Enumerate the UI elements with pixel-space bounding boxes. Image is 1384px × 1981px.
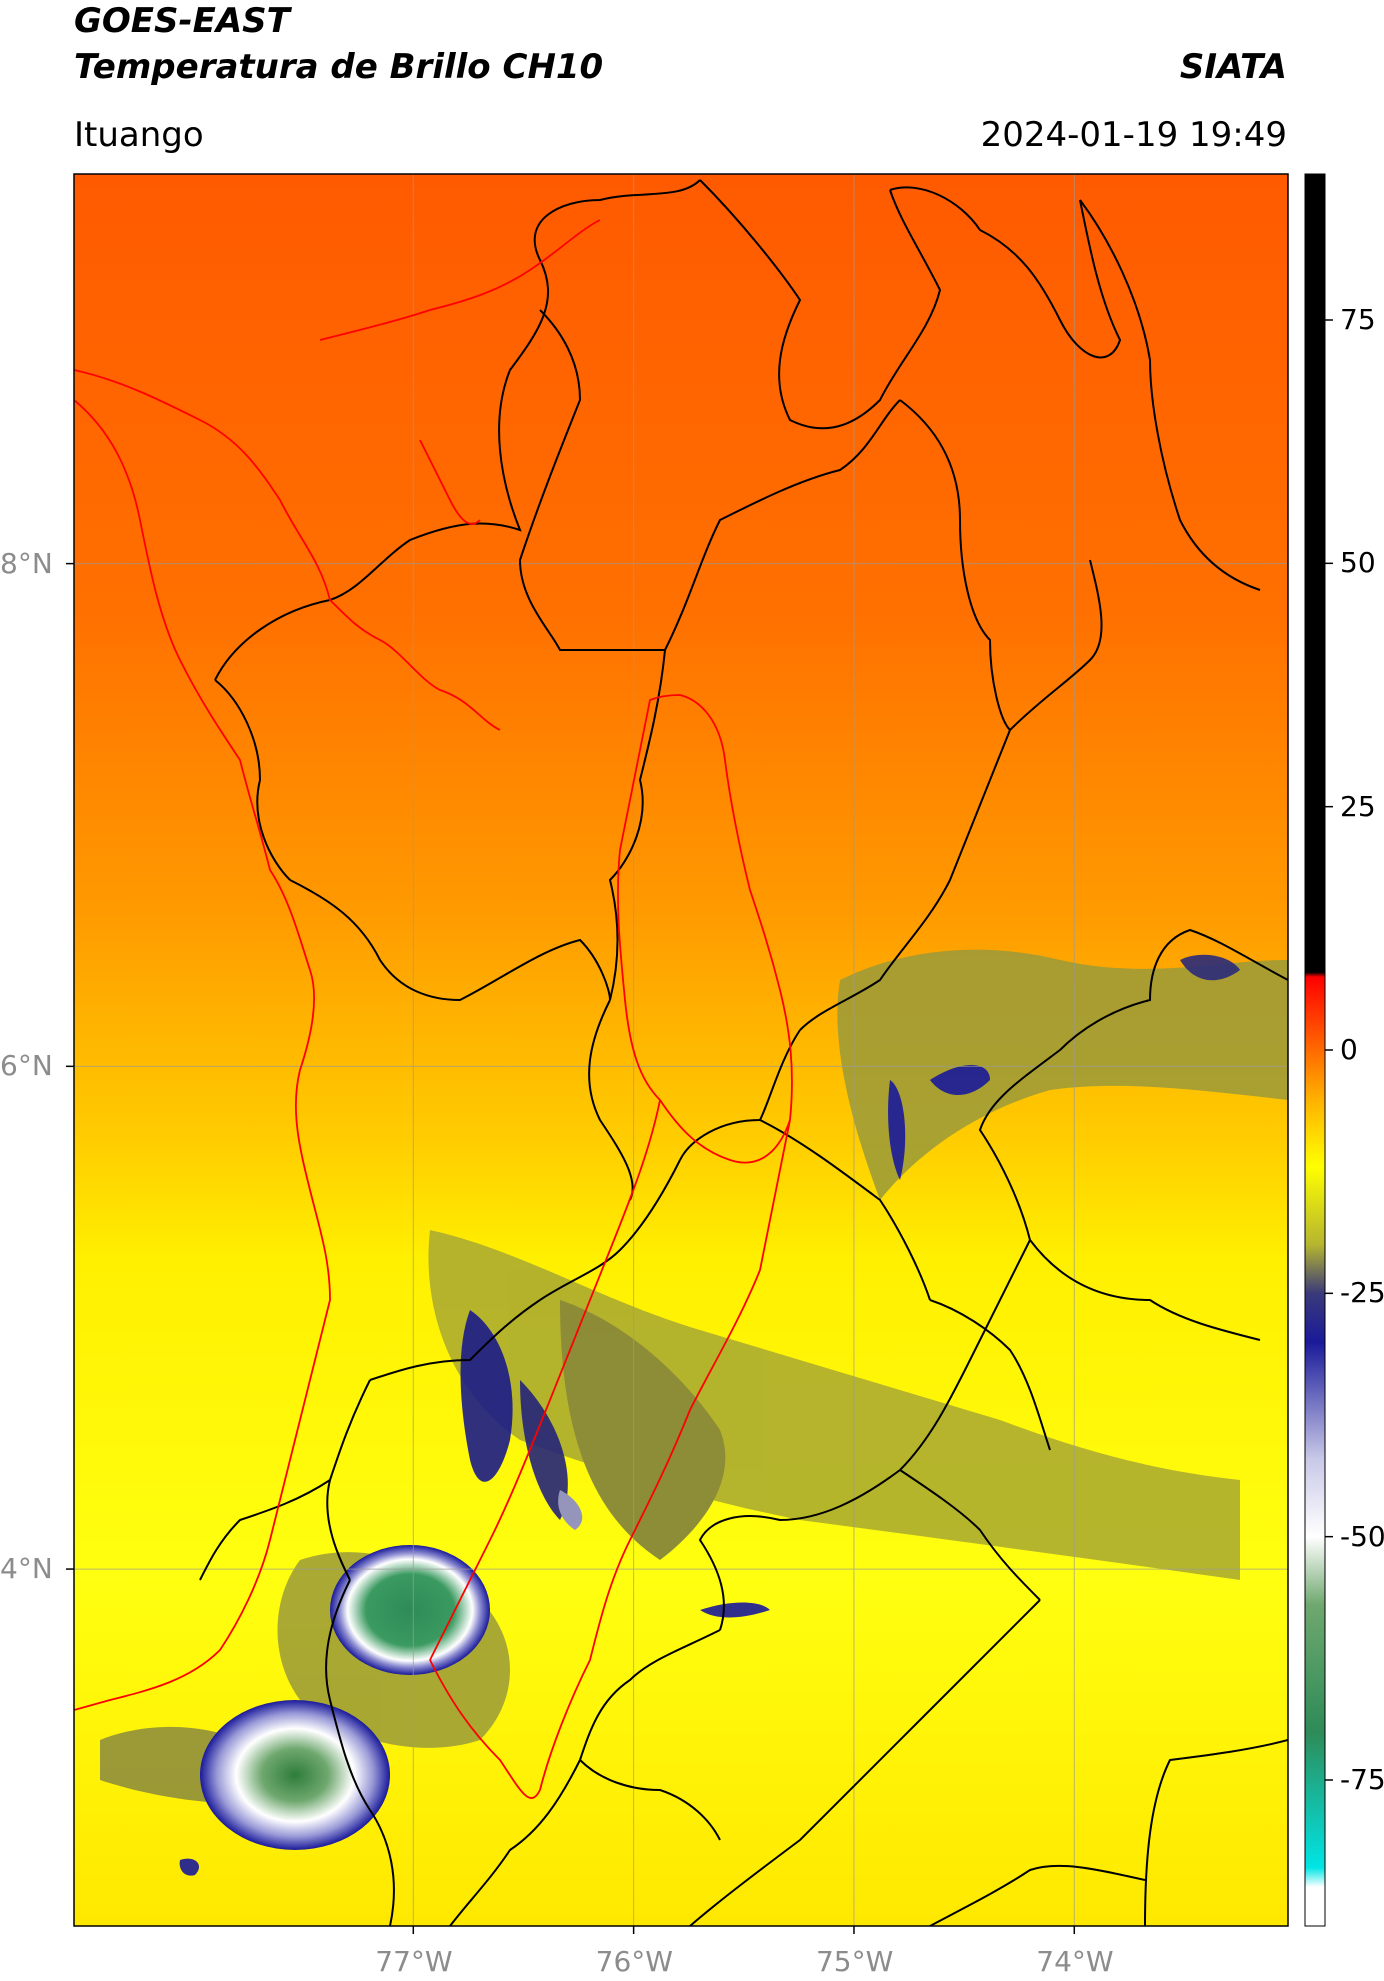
lon-tick-label: 74°W <box>1036 1945 1114 1978</box>
colorbar-tick-label: 0 <box>1340 1033 1358 1066</box>
colorbar-tick-label: -25 <box>1340 1276 1384 1310</box>
colorbar-tick-label: 25 <box>1340 789 1376 823</box>
product-title: Temperatura de Brillo CH10 <box>74 47 604 87</box>
colorbar <box>1304 173 1326 1927</box>
cold-cloud-bands <box>179 954 1240 1876</box>
colorbar-tick-label: -50 <box>1340 1519 1384 1553</box>
lat-tick-label: 8°N <box>0 546 53 580</box>
lon-tick-label: 76°W <box>595 1945 673 1978</box>
map-plot-area <box>74 174 1288 1926</box>
lat-tick-label: 6°N <box>0 1049 53 1083</box>
lon-tick-label: 75°W <box>815 1945 894 1978</box>
convective-core-south <box>200 1700 390 1850</box>
colorbar-tick-label: 75 <box>1340 303 1376 336</box>
colorbar-tick-label: 50 <box>1340 546 1376 580</box>
political-borders <box>199 179 1288 1926</box>
map-ticks <box>66 562 1076 1934</box>
map-frame <box>73 173 1289 1927</box>
timestamp-label: 2024-01-19 19:49 <box>980 115 1287 155</box>
colorbar-tick-label: -75 <box>1340 1763 1384 1796</box>
red-outlines <box>74 219 793 1799</box>
satellite-title: GOES-EAST <box>74 1 290 41</box>
brand-label: SIATA <box>1179 47 1287 87</box>
convective-core-north <box>330 1545 490 1675</box>
lon-tick-label: 77°W <box>375 1945 453 1978</box>
lat-tick-label: 4°N <box>0 1552 53 1586</box>
colorbar-ticks <box>1325 319 1333 1781</box>
location-label: Ituango <box>74 115 204 155</box>
